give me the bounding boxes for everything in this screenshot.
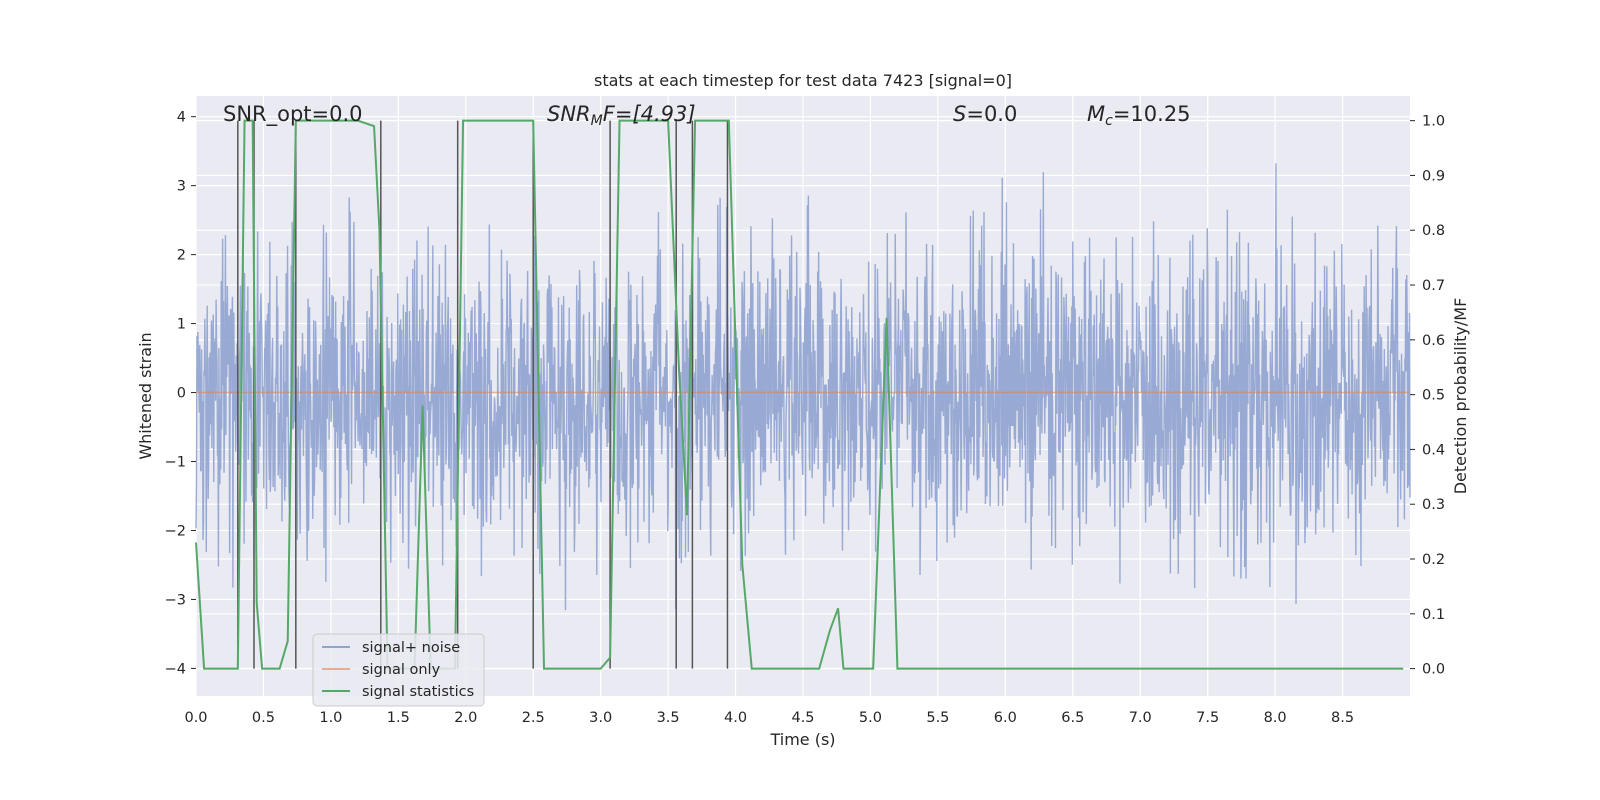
- y-right-tick-label: 0.4: [1422, 442, 1445, 458]
- annotation-snr-mf: SNRMF=[4.93]: [547, 102, 696, 129]
- x-tick-label: 8.0: [1264, 710, 1287, 726]
- x-tick-label: 8.5: [1331, 710, 1354, 726]
- mc-sub: c: [1105, 113, 1113, 129]
- legend-label-stats: signal statistics: [362, 684, 474, 700]
- x-tick-label: 2.5: [522, 710, 545, 726]
- x-tick-label: 5.5: [926, 710, 949, 726]
- snr-mf-sub: M: [591, 113, 603, 129]
- y-left-tick-label: 3: [177, 179, 186, 195]
- x-tick-label: 1.5: [387, 710, 410, 726]
- x-tick-label: 4.5: [791, 710, 814, 726]
- snr-mf-rest: F=[4.93]: [603, 102, 696, 126]
- x-tick-label: 7.0: [1129, 710, 1152, 726]
- y-right-tick-label: 0.9: [1422, 168, 1445, 184]
- x-tick-label: 0.5: [252, 710, 275, 726]
- y-right-tick-label: 0.8: [1422, 223, 1445, 239]
- x-tick-label: 4.0: [724, 710, 747, 726]
- y-left-axis-label: Whitened strain: [136, 332, 155, 459]
- s-value: =0.0: [966, 102, 1017, 126]
- y-left-tick-label: −1: [165, 455, 186, 471]
- y-right-tick-label: 0.7: [1422, 278, 1445, 294]
- y-left-tick-label: −2: [165, 523, 186, 539]
- x-tick-label: 6.5: [1061, 710, 1084, 726]
- chart-title: stats at each timestep for test data 742…: [594, 71, 1012, 90]
- y-right-tick-label: 0.2: [1422, 552, 1445, 568]
- legend-label-noise: signal+ noise: [362, 640, 460, 656]
- x-tick-labels: 0.0 0.5 1.0 1.5 2.0 2.5 3.0 3.5 4.0 4.5 5.0 5.5 6.0 6…: [184, 710, 1354, 726]
- y-left-tick-label: −4: [165, 661, 186, 677]
- annotation-mc: Mc=10.25: [1087, 102, 1191, 129]
- y-left-tick-label: −3: [165, 592, 186, 608]
- y-right-tick-label: 0.3: [1422, 497, 1445, 513]
- legend-box: [312, 633, 485, 707]
- annotation-s: S=0.0: [953, 102, 1017, 126]
- x-tick-label: 7.5: [1196, 710, 1219, 726]
- y-right-axis-label: Detection probability/MF: [1451, 298, 1470, 495]
- y-right-tick-label: 0.6: [1422, 333, 1445, 349]
- y-right-tick-label: 0.0: [1422, 662, 1445, 678]
- legend-label-signal-only: signal only: [362, 662, 441, 678]
- x-tick-label: 3.5: [657, 710, 680, 726]
- x-tick-label: 6.0: [994, 710, 1017, 726]
- y-left-tick-label: 4: [177, 110, 186, 126]
- y-left-tick-label: 1: [177, 317, 186, 333]
- legend: signal+ noise signal only signal statist…: [312, 633, 485, 707]
- mc-base: M: [1087, 102, 1105, 126]
- x-tick-label: 2.0: [454, 710, 477, 726]
- x-axis-label: Time (s): [769, 730, 835, 749]
- annotation-snr-opt: SNR_opt=0.0: [223, 102, 363, 127]
- series-signal-noise: [195, 163, 1411, 611]
- noise-trace: [195, 163, 1411, 611]
- x-tick-label: 5.0: [859, 710, 882, 726]
- x-tick-label: 0.0: [184, 710, 207, 726]
- x-tick-label: 1.0: [319, 710, 342, 726]
- series-signal-statistics: [195, 119, 1404, 670]
- y-right-tick-label: 0.1: [1422, 607, 1445, 623]
- y-left-tick-label: 0: [177, 386, 186, 402]
- snr-mf-base: SNR: [547, 102, 591, 126]
- y-right-tick-label: 0.5: [1422, 388, 1445, 404]
- y-right-tick-labels: 0.0 0.1 0.2 0.3 0.4 0.5 0.6 0.7 0.8 0.9 1.0: [1410, 114, 1445, 678]
- y-right-tick-label: 1.0: [1422, 114, 1445, 130]
- y-left-tick-label: 2: [177, 248, 186, 264]
- s-name: S: [953, 102, 966, 126]
- x-tick-label: 3.0: [589, 710, 612, 726]
- y-left-tick-labels: −4 −3 −2 −1 0 1 2 3 4: [165, 110, 196, 677]
- mc-value: =10.25: [1113, 102, 1191, 126]
